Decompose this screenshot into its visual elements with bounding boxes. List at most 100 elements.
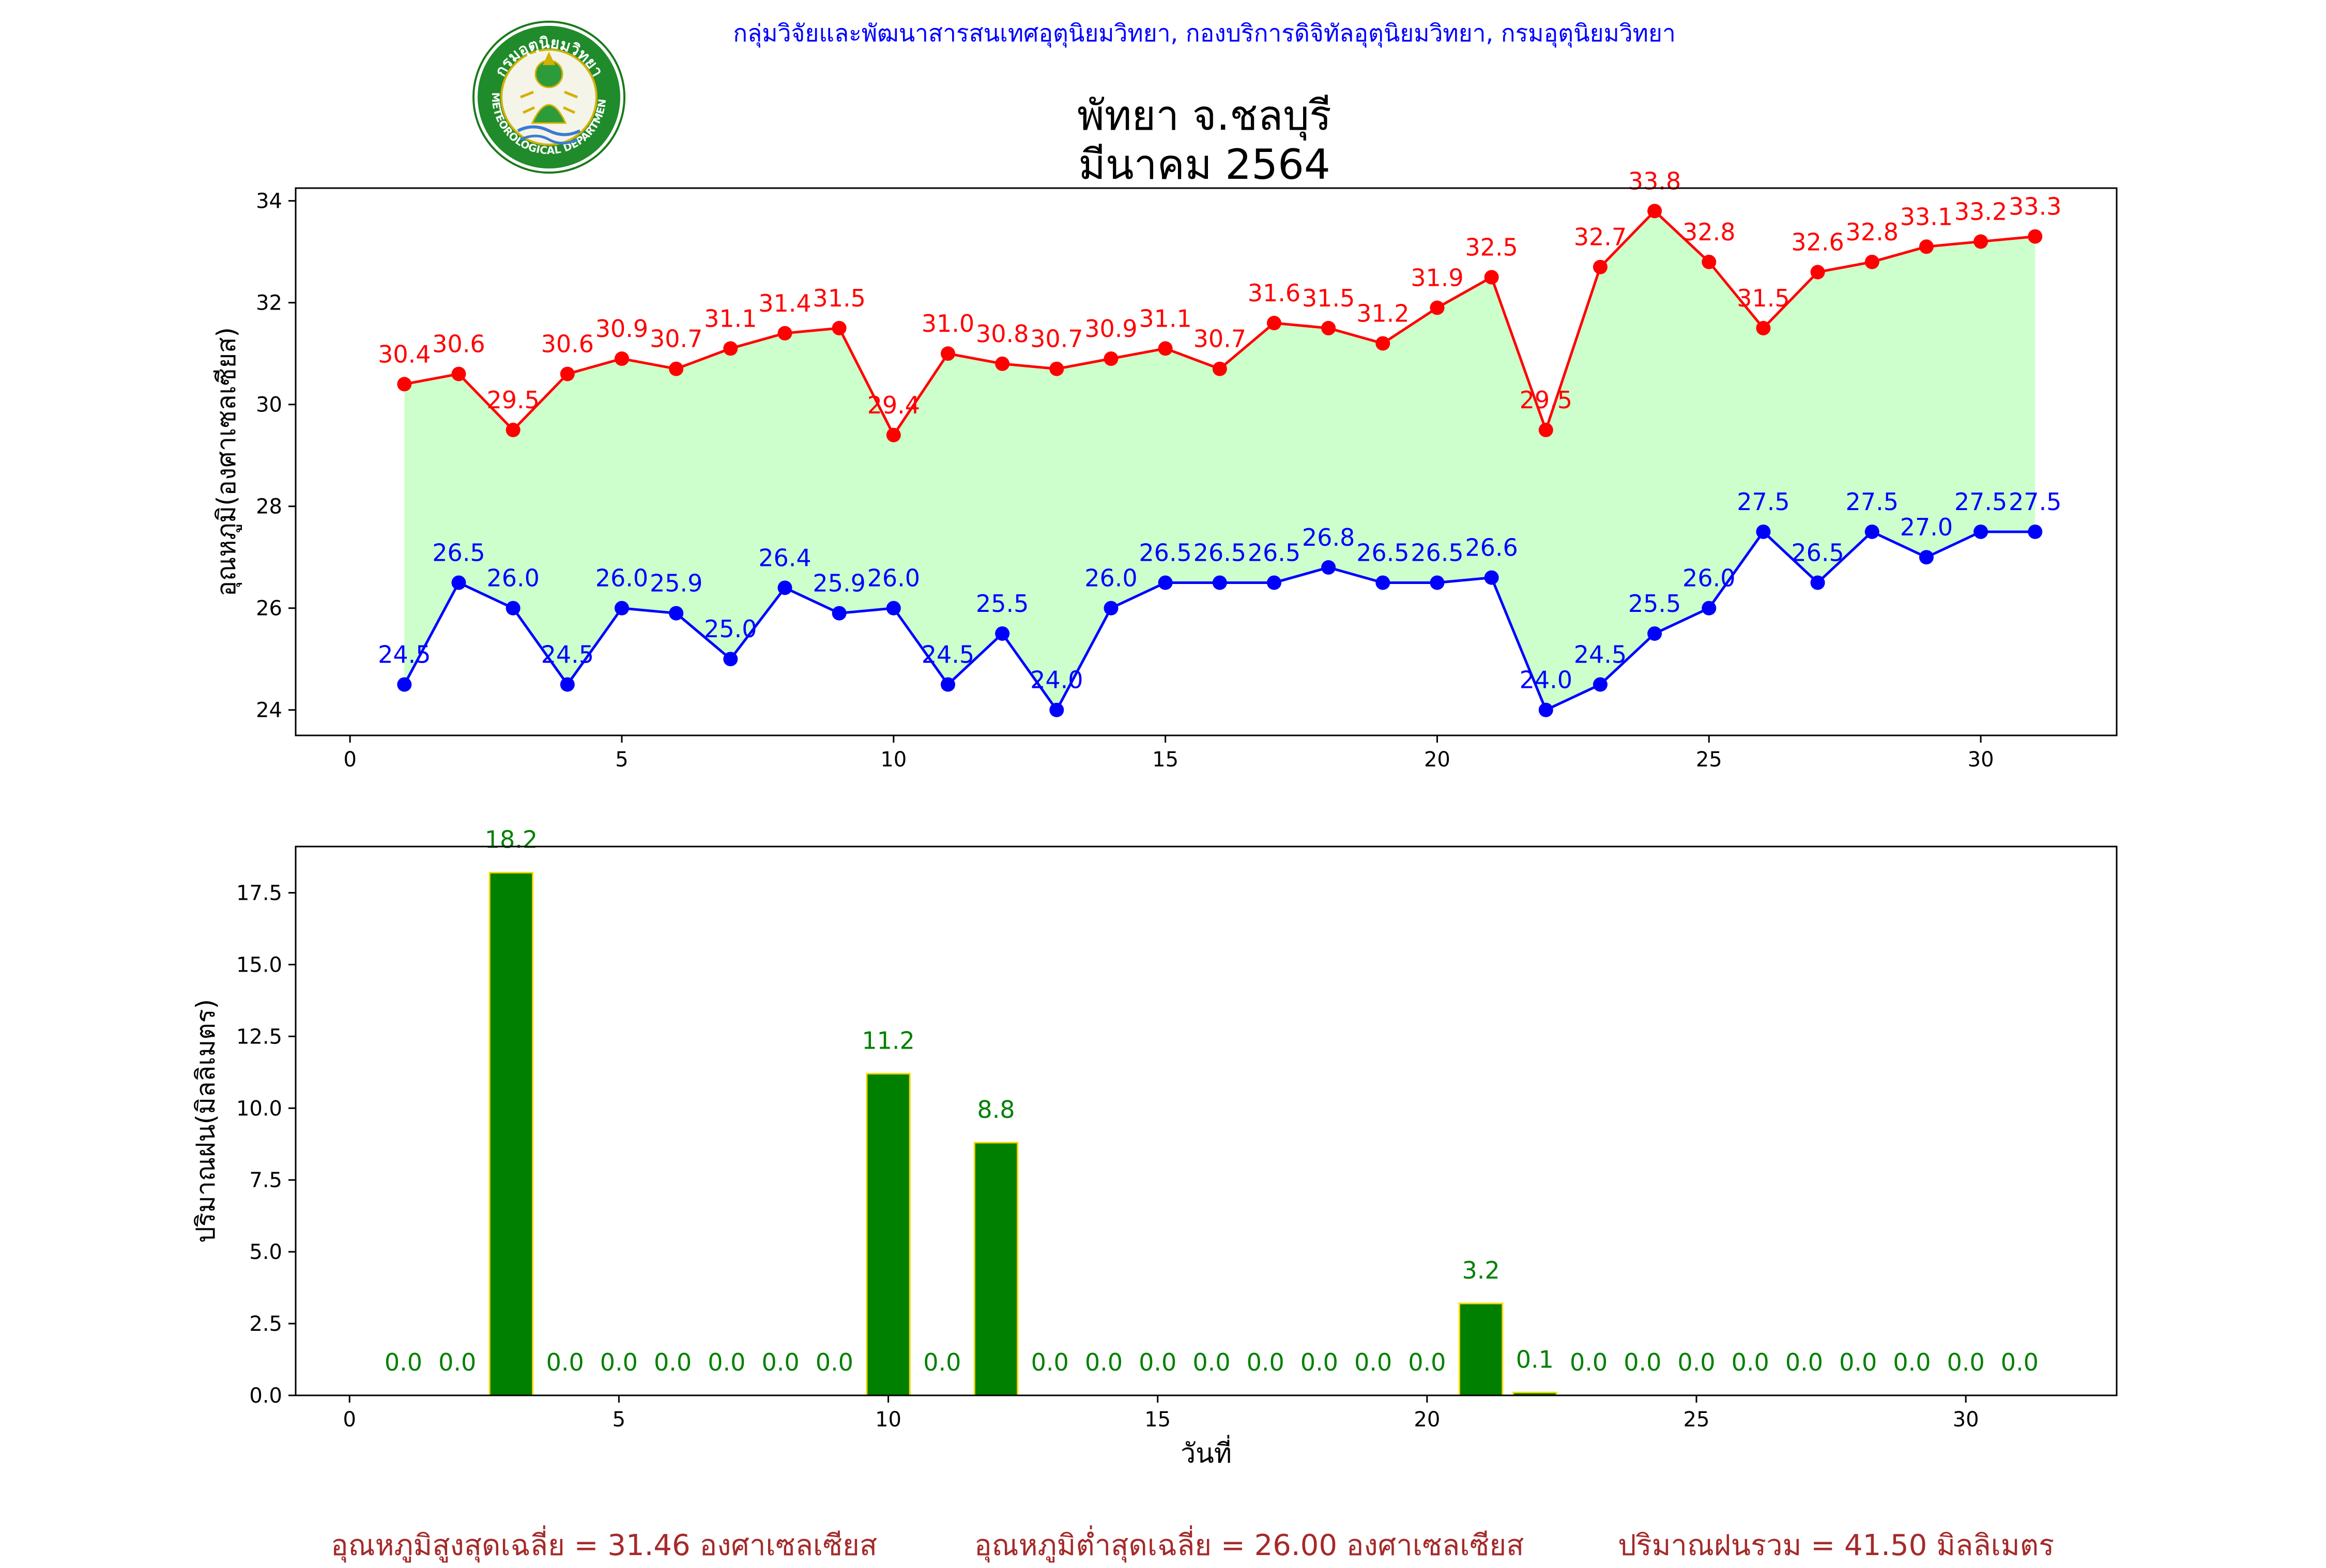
- rain-plot-frame: [295, 846, 2118, 1396]
- min-temperature-point: [723, 652, 738, 667]
- min-temperature-label: 26.5: [432, 539, 485, 566]
- min-temperature-point: [940, 677, 955, 692]
- rain-y-tick-label: 12.5: [236, 1025, 282, 1049]
- max-temperature-label: 30.6: [541, 330, 594, 358]
- max-temperature-label: 33.8: [1628, 167, 1681, 195]
- rain-bar-label: 0.0: [708, 1348, 745, 1376]
- min-temperature-point: [2028, 524, 2043, 539]
- max-temperature-label: 31.5: [1302, 284, 1355, 312]
- min-temperature-label: 24.0: [1520, 666, 1572, 694]
- rain-x-tick-label: 15: [1144, 1408, 1171, 1432]
- rain-bar-label: 0.0: [1839, 1348, 1877, 1376]
- max-temperature-point: [1321, 320, 1336, 335]
- rain-bar-label: 8.8: [977, 1096, 1015, 1124]
- min-temperature-label: 27.5: [2009, 488, 2061, 516]
- min-temperature-point: [1538, 702, 1553, 717]
- rain-x-axis-label: วันที่: [1181, 1435, 1232, 1469]
- min-temperature-point: [1321, 560, 1336, 575]
- rain-bar-label: 0.0: [816, 1348, 853, 1376]
- max-temperature-point: [1864, 254, 1879, 269]
- rain-x-tick-label: 5: [613, 1408, 625, 1432]
- rain-bar-label: 3.2: [1462, 1256, 1499, 1284]
- min-temperature-point: [397, 677, 412, 692]
- rain-bar-label: 0.0: [1300, 1348, 1338, 1376]
- min-temperature-point: [1158, 575, 1173, 590]
- min-temperature-label: 27.0: [1900, 513, 1953, 541]
- min-temperature-point: [669, 606, 684, 621]
- temperature-fill-area: [404, 211, 2036, 710]
- min-temperature-label: 27.5: [1737, 488, 1789, 516]
- max-temperature-label: 32.8: [1682, 218, 1735, 246]
- max-temperature-point: [560, 366, 575, 381]
- temperature-y-axis-label: อุณหภูมิ(องศาเซลเซียส): [211, 327, 242, 596]
- rain-bar-label: 0.0: [1732, 1348, 1769, 1376]
- max-temperature-point: [669, 361, 684, 376]
- rain-x-tick-label: 10: [875, 1408, 901, 1432]
- max-temperature-label: 31.1: [1139, 304, 1191, 332]
- min-temperature-label: 26.0: [1682, 564, 1735, 592]
- max-temperature-label: 31.9: [1411, 264, 1463, 292]
- temperature-x-tick-label: 0: [343, 748, 356, 772]
- max-temperature-point: [1430, 300, 1445, 315]
- max-temperature-point: [1919, 239, 1934, 254]
- chart-title-line2: มีนาคม 2564: [1078, 141, 1330, 189]
- max-temperature-point: [777, 326, 792, 341]
- rain-y-tick-label: 7.5: [249, 1169, 282, 1192]
- min-temperature-point: [1430, 575, 1445, 590]
- min-temperature-point: [1049, 702, 1064, 717]
- rain-bar-label: 0.0: [1354, 1348, 1392, 1376]
- rain-bar-label: 0.1: [1516, 1345, 1554, 1373]
- rain-y-axis-label: ปริมาณฝน(มิลลิเมตร): [191, 999, 221, 1243]
- max-temperature-label: 32.8: [1846, 218, 1899, 246]
- footer-avg-max: อุณหภูมิสูงสุดเฉลี่ย = 31.46 องศาเซลเซีย…: [331, 1529, 878, 1562]
- temperature-x-tick-label: 15: [1152, 748, 1179, 772]
- min-temperature-label: 24.0: [1030, 666, 1083, 694]
- min-temperature-label: 27.5: [1846, 488, 1899, 516]
- max-temperature-point: [1484, 270, 1499, 285]
- rain-bar-label: 0.0: [1085, 1348, 1123, 1376]
- min-temperature-point: [1702, 601, 1717, 616]
- meteorological-department-logo: กรมอุตุนิยมวิทยา METEOROLOGICAL DEPARTME…: [471, 20, 625, 174]
- max-temperature-point: [1538, 422, 1553, 437]
- min-temperature-point: [1375, 575, 1390, 590]
- rain-x-tick-label: 0: [343, 1408, 356, 1432]
- max-temperature-point: [451, 366, 466, 381]
- min-temperature-label: 24.5: [378, 640, 431, 668]
- temperature-plot-frame: [295, 187, 2118, 736]
- rain-y-tick-label: 15.0: [236, 953, 282, 977]
- temperature-y-tick-label: 30: [256, 393, 282, 417]
- max-temperature-point: [940, 346, 955, 361]
- temperature-x-tick-label: 30: [1968, 748, 1994, 772]
- max-temperature-point: [397, 377, 412, 392]
- rain-bar-label: 0.0: [1570, 1348, 1608, 1376]
- min-temperature-label: 26.0: [867, 564, 920, 592]
- rain-bar: [1458, 1302, 1504, 1396]
- rain-bar-label: 0.0: [438, 1348, 476, 1376]
- min-temperature-label: 26.5: [1356, 539, 1409, 566]
- min-temperature-label: 26.6: [1465, 534, 1518, 562]
- min-temperature-point: [451, 575, 466, 590]
- min-temperature-label: 26.8: [1302, 524, 1355, 551]
- min-temperature-label: 25.9: [813, 570, 865, 597]
- temperature-y-tick-label: 24: [256, 699, 282, 722]
- min-temperature-point: [506, 601, 521, 616]
- rain-y-tick-label: 0.0: [249, 1384, 282, 1408]
- max-temperature-label: 32.5: [1465, 233, 1518, 261]
- max-temperature-point: [614, 351, 629, 366]
- rain-y-tick-label: 2.5: [249, 1312, 282, 1336]
- min-temperature-label: 25.9: [650, 570, 702, 597]
- rain-bar: [866, 1073, 911, 1396]
- max-temperature-label: 30.9: [1084, 315, 1137, 343]
- temperature-y-tick-label: 26: [256, 597, 282, 621]
- rain-bar-label: 0.0: [654, 1348, 692, 1376]
- min-temperature-label: 27.5: [1954, 488, 2007, 516]
- rain-bar-label: 0.0: [2001, 1348, 2039, 1376]
- rain-bar-label: 0.0: [1624, 1348, 1661, 1376]
- min-temperature-point: [1104, 601, 1119, 616]
- max-temperature-point: [2028, 229, 2043, 244]
- max-temperature-point: [1049, 361, 1064, 376]
- footer-avg-min: อุณหภูมิต่ำสุดเฉลี่ย = 26.00 องศาเซลเซีย…: [974, 1529, 1524, 1562]
- rain-y-tick-label: 17.5: [236, 881, 282, 905]
- max-temperature-point: [1375, 336, 1390, 351]
